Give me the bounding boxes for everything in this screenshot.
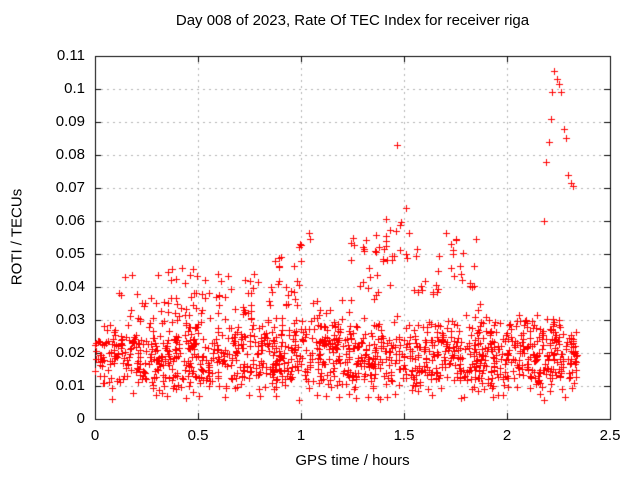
y-tick-label: 0.07	[55, 179, 85, 196]
chart-title: Day 008 of 2023, Rate Of TEC Index for r…	[175, 12, 530, 29]
x-tick-label: 0.5	[187, 427, 209, 444]
x-tick-label: 1.5	[393, 427, 415, 444]
x-tick-label: 2	[502, 427, 512, 444]
y-tick-label: 0.08	[55, 146, 85, 163]
y-tick-label: 0.01	[55, 377, 85, 394]
y-tick-label: 0.06	[55, 212, 85, 229]
y-tick-label: 0	[76, 410, 85, 427]
x-tick-label: 1	[296, 427, 306, 444]
y-tick-label: 0.02	[55, 344, 85, 361]
y-tick-label: 0.09	[55, 113, 85, 130]
y-tick-label: 0.11	[56, 47, 85, 64]
y-tick-label: 0.1	[64, 80, 85, 97]
x-tick-label: 0	[90, 427, 100, 444]
x-axis-label: GPS time / hours	[295, 452, 410, 469]
y-axis-label: ROTI / TECUs	[8, 188, 26, 286]
y-tick-label: 0.05	[55, 245, 85, 262]
x-tick-label: 2.5	[599, 427, 621, 444]
y-tick-label: 0.03	[55, 311, 85, 328]
y-tick-label: 0.04	[55, 278, 85, 295]
